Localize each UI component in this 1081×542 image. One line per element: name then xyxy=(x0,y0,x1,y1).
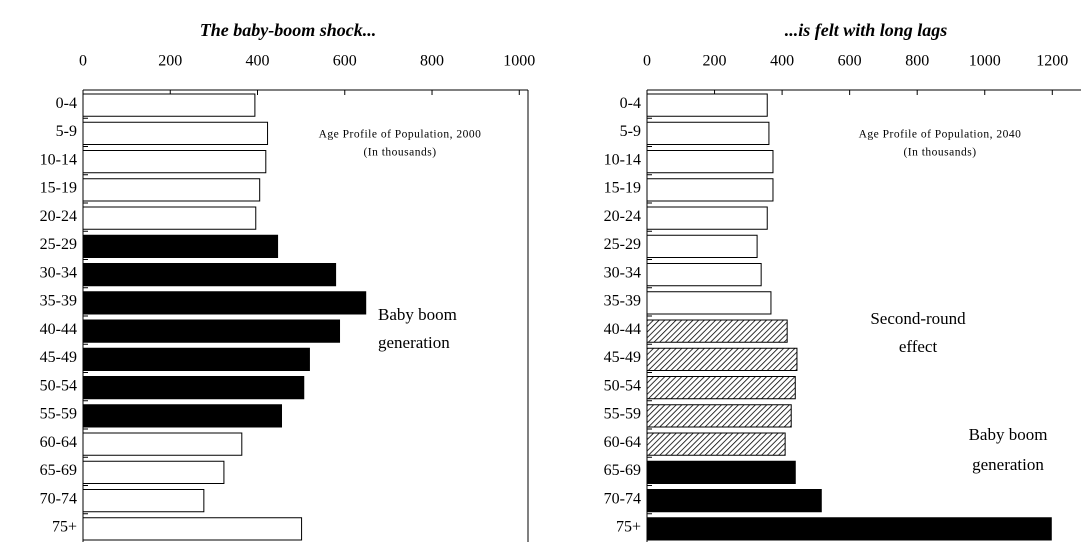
y-tick-label: 20-24 xyxy=(40,208,77,225)
x-tick-label: 0 xyxy=(643,53,651,70)
annotation: generation xyxy=(972,455,1044,474)
chart-title: ...is felt with long lags xyxy=(785,20,948,40)
bar xyxy=(646,178,774,202)
bar xyxy=(646,347,798,371)
bar xyxy=(82,206,257,230)
annotation: Second-round xyxy=(870,309,966,328)
x-tick-label: 200 xyxy=(703,53,727,70)
x-tick-label: 800 xyxy=(420,53,444,70)
y-tick-label: 55-59 xyxy=(40,406,77,423)
annotation: Baby boom xyxy=(969,425,1048,444)
x-tick-label: 1000 xyxy=(503,53,535,70)
bar xyxy=(82,263,337,287)
bar xyxy=(82,460,225,484)
y-tick-label: 5-9 xyxy=(620,123,641,140)
y-tick-label: 65-69 xyxy=(604,462,641,479)
bar xyxy=(82,150,267,174)
bar xyxy=(646,93,768,117)
bar xyxy=(82,178,261,202)
bar xyxy=(646,150,774,174)
note: (In thousands) xyxy=(903,147,976,159)
y-tick-label: 5-9 xyxy=(56,123,77,140)
bar xyxy=(646,121,770,145)
y-tick-label: 45-49 xyxy=(604,349,641,366)
bar xyxy=(646,432,786,456)
y-tick-label: 10-14 xyxy=(40,151,77,168)
x-tick-label: 600 xyxy=(838,53,862,70)
y-tick-label: 60-64 xyxy=(40,434,77,451)
bar xyxy=(82,121,269,145)
annotation: generation xyxy=(378,333,450,352)
y-tick-label: 10-14 xyxy=(604,151,641,168)
y-tick-label: 65-69 xyxy=(40,462,77,479)
y-tick-label: 35-39 xyxy=(40,293,77,310)
x-tick-label: 0 xyxy=(79,53,87,70)
x-tick-label: 400 xyxy=(246,53,270,70)
x-tick-label: 400 xyxy=(770,53,794,70)
y-tick-label: 20-24 xyxy=(604,208,641,225)
bar xyxy=(82,93,256,117)
bar xyxy=(646,206,768,230)
bar xyxy=(82,347,310,371)
bar xyxy=(646,291,772,315)
chart-title: The baby-boom shock... xyxy=(200,20,376,40)
annotation: effect xyxy=(899,337,938,356)
y-tick-label: 50-54 xyxy=(40,377,77,394)
y-tick-label: 75+ xyxy=(616,519,641,536)
y-tick-label: 30-34 xyxy=(40,264,77,281)
x-tick-label: 1000 xyxy=(969,53,1001,70)
y-tick-label: 55-59 xyxy=(604,406,641,423)
bar xyxy=(646,404,792,428)
y-tick-label: 70-74 xyxy=(604,490,641,507)
y-tick-label: 15-19 xyxy=(40,180,77,197)
y-tick-label: 0-4 xyxy=(620,95,641,112)
y-tick-label: 60-64 xyxy=(604,434,641,451)
y-tick-label: 25-29 xyxy=(40,236,77,253)
bar xyxy=(646,319,788,343)
y-tick-label: 45-49 xyxy=(40,349,77,366)
bar xyxy=(646,376,796,400)
note: (In thousands) xyxy=(363,147,436,159)
bar xyxy=(82,517,303,541)
annotation: Baby boom xyxy=(378,305,457,324)
y-tick-label: 50-54 xyxy=(604,377,641,394)
x-tick-label: 200 xyxy=(158,53,182,70)
bar xyxy=(82,376,305,400)
bar xyxy=(82,404,283,428)
bar xyxy=(82,432,243,456)
y-tick-label: 15-19 xyxy=(604,180,641,197)
bar xyxy=(646,460,796,484)
y-tick-label: 35-39 xyxy=(604,293,641,310)
note: Age Profile of Population, 2000 xyxy=(319,129,482,141)
x-tick-label: 1200 xyxy=(1036,53,1068,70)
y-tick-label: 70-74 xyxy=(40,490,77,507)
bar xyxy=(646,489,822,513)
y-tick-label: 30-34 xyxy=(604,264,641,281)
bar xyxy=(646,234,758,258)
x-tick-label: 800 xyxy=(905,53,929,70)
y-tick-label: 25-29 xyxy=(604,236,641,253)
note: Age Profile of Population, 2040 xyxy=(859,129,1022,141)
y-tick-label: 40-44 xyxy=(40,321,77,338)
bar xyxy=(82,234,279,258)
x-tick-label: 600 xyxy=(333,53,357,70)
bar xyxy=(646,263,762,287)
y-tick-label: 0-4 xyxy=(56,95,77,112)
bar xyxy=(82,489,205,513)
y-tick-label: 75+ xyxy=(52,519,77,536)
bar xyxy=(82,319,341,343)
bar xyxy=(82,291,367,315)
y-tick-label: 40-44 xyxy=(604,321,641,338)
bar xyxy=(646,517,1052,541)
